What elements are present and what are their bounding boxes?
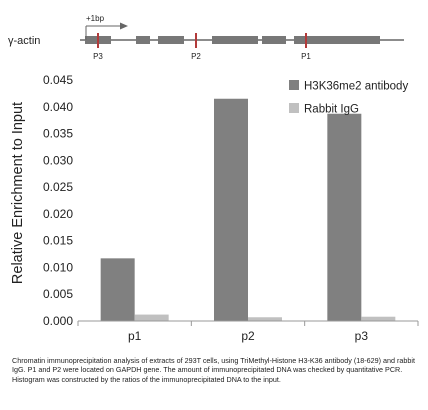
y-tick-label: 0.005	[43, 287, 73, 301]
y-tick-label: 0.020	[43, 207, 73, 221]
x-tick-label: p2	[241, 329, 255, 343]
y-tick-label: 0.045	[43, 73, 73, 87]
primer-p1-label: P1	[301, 52, 311, 61]
legend: H3K36me2 antibody Rabbit IgG	[289, 80, 408, 116]
bar-rabbit-igg-p3	[361, 316, 396, 321]
legend-swatch	[289, 80, 299, 90]
y-tick-label: 0.035	[43, 127, 73, 141]
bars	[100, 98, 396, 322]
y-tick-label: 0.000	[43, 314, 73, 328]
legend-label: H3K36me2 antibody	[304, 81, 408, 93]
bar-h3k36me2-p3	[327, 113, 362, 322]
bar-rabbit-igg-p1	[134, 314, 169, 321]
legend-label: Rabbit IgG	[304, 104, 359, 116]
exon	[136, 36, 150, 44]
legend-swatch	[289, 103, 299, 113]
x-tick-label: p3	[355, 329, 369, 343]
y-tick-label: 0.015	[43, 234, 73, 248]
y-tick-label: 0.040	[43, 100, 73, 114]
y-tick-label: 0.010	[43, 260, 73, 274]
bar-chart: Relative Enrichment to Input 0.0000.0050…	[10, 73, 419, 343]
exon	[262, 36, 286, 44]
y-axis-label: Relative Enrichment to Input	[10, 102, 26, 284]
y-tick-label: 0.025	[43, 180, 73, 194]
exon	[294, 36, 380, 44]
tss-arrow-head	[120, 22, 128, 30]
x-axis: p1 p2 p3	[77, 320, 419, 343]
y-tick-label: 0.030	[43, 153, 73, 167]
figure-caption: Chromatin immunoprecipitation analysis o…	[12, 356, 415, 384]
bar-h3k36me2-p2	[214, 98, 248, 321]
gene-label: γ-actin	[8, 35, 40, 47]
bar-rabbit-igg-p2	[248, 317, 282, 321]
exon	[212, 36, 258, 44]
tss-label: +1bp	[86, 14, 105, 23]
y-axis: 0.000 0.005 0.010 0.015 0.020 0.025 0.030 0.035…	[43, 73, 73, 328]
primer-p2-label: P2	[191, 52, 201, 61]
x-tick-label: p1	[128, 329, 142, 343]
figure: γ-actin +1bp P3 P2 P1 Relative Enrichmen…	[8, 14, 419, 343]
gene-map: γ-actin +1bp P3 P2 P1	[8, 14, 404, 61]
bar-h3k36me2-p1	[100, 258, 135, 321]
exon	[158, 36, 184, 44]
primer-p3-label: P3	[93, 52, 103, 61]
